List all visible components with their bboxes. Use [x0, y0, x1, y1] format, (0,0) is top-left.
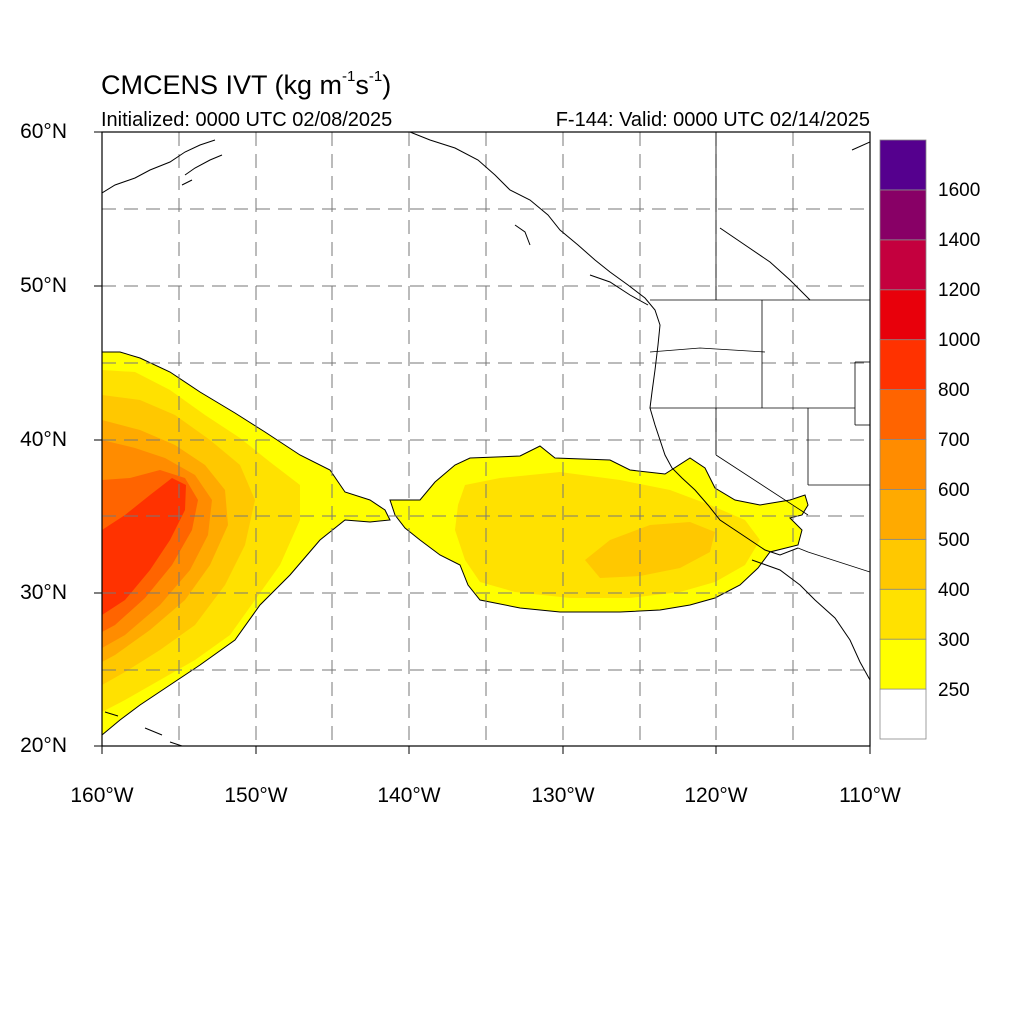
valid-time: F-144: Valid: 0000 UTC 02/14/2025 [555, 109, 870, 131]
colorbar-label-700: 700 [938, 430, 970, 451]
colorbar-label-1000: 1000 [938, 330, 981, 351]
colorbar-swatch [879, 538, 927, 590]
ivt-contour-300-east [455, 472, 760, 598]
map-frame [101, 131, 871, 747]
map-title: CMCENS IVT (kg m-1s-1) [101, 68, 392, 100]
lat-label-50: 50°N [20, 274, 67, 297]
lon-label-130w: 130°W [531, 784, 595, 807]
colorbar-label-600: 600 [938, 480, 970, 501]
state-borders [649, 132, 870, 573]
lat-label-20: 20°N [20, 734, 67, 757]
colorbar-swatch [879, 688, 927, 740]
colorbar-label-400: 400 [938, 580, 970, 601]
graticule [102, 132, 870, 746]
colorbar-swatch [879, 239, 927, 291]
colorbar-swatch [879, 139, 927, 191]
tick-marks [94, 131, 871, 754]
colorbar-swatch [879, 289, 927, 341]
colorbar-label-1400: 1400 [938, 230, 981, 251]
lon-label-140w: 140°W [377, 784, 441, 807]
lat-label-30: 30°N [20, 581, 67, 604]
lon-label-120w: 120°W [684, 784, 748, 807]
ivt-contour-400-east [585, 522, 715, 578]
lon-label-160w: 160°W [70, 784, 134, 807]
colorbar-swatch [879, 389, 927, 440]
colorbar-swatch [879, 489, 927, 540]
colorbar-swatch [879, 439, 927, 490]
coastlines [102, 132, 870, 746]
colorbar-label-300: 300 [938, 630, 970, 651]
colorbar-label-250: 250 [938, 680, 970, 701]
colorbar-swatch [879, 189, 927, 241]
lon-label-110w: 110°W [839, 784, 901, 807]
ivt-contour-800 [102, 478, 186, 615]
lat-label-40: 40°N [20, 428, 67, 451]
colorbar-label-1200: 1200 [938, 280, 981, 301]
colorbar [879, 139, 927, 740]
colorbar-swatch [879, 588, 927, 640]
initialized-time: Initialized: 0000 UTC 02/08/2025 [101, 109, 393, 131]
colorbar-label-500: 500 [938, 530, 970, 551]
colorbar-swatch [879, 638, 927, 690]
colorbar-label-1600: 1600 [938, 180, 981, 201]
colorbar-label-800: 800 [938, 380, 970, 401]
lat-label-60: 60°N [20, 120, 67, 143]
colorbar-swatch [879, 339, 927, 390]
ivt-field [102, 351, 809, 736]
lon-label-150w: 150°W [224, 784, 288, 807]
